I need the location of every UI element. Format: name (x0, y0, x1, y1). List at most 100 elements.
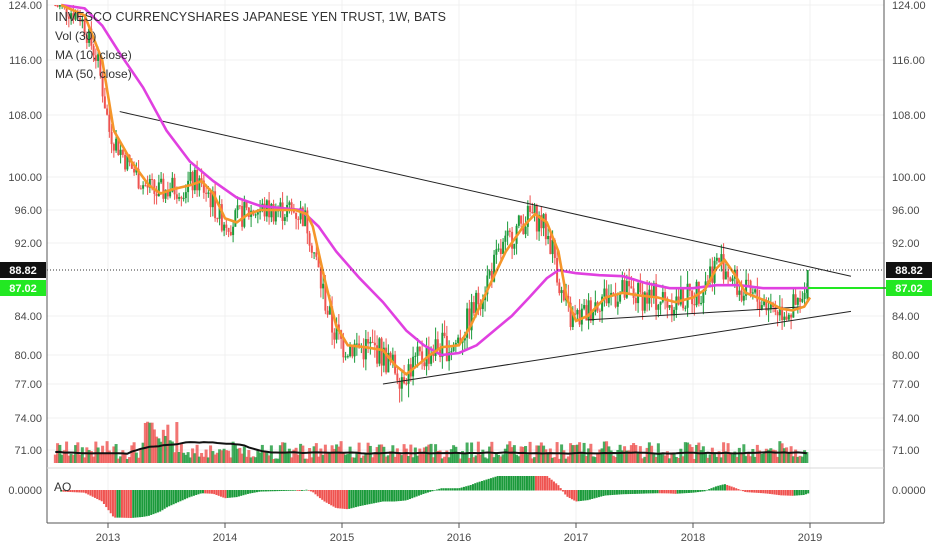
candle-body (220, 204, 223, 231)
volume-bar (74, 445, 78, 463)
ao-bar (143, 490, 146, 517)
volume-bar (787, 453, 791, 463)
candle-body (126, 155, 129, 170)
volume-bar (708, 454, 712, 463)
price-badge-text: 87.02 (9, 283, 37, 295)
candle-body (715, 257, 718, 261)
volume-bar (249, 457, 253, 463)
volume-bar (323, 444, 327, 463)
ao-bar (492, 477, 495, 491)
volume-bar (170, 441, 174, 463)
ao-bar (161, 490, 164, 511)
ao-bar (624, 490, 627, 495)
volume-bar (494, 452, 498, 463)
ao-bar (231, 490, 234, 498)
ao-bar (550, 479, 553, 491)
candle-body (792, 294, 795, 318)
volume-bar (724, 451, 728, 463)
candle-body (695, 281, 698, 306)
ao-bar (208, 490, 211, 494)
ao-bar (730, 486, 733, 491)
candle-body (493, 254, 496, 282)
volume-bar (598, 449, 602, 463)
ao-bar (91, 490, 94, 497)
candle-body (124, 154, 127, 170)
ao-bar (453, 488, 456, 491)
candle-body (90, 28, 93, 46)
ao-bar (411, 490, 414, 499)
volume-bar (670, 452, 674, 463)
candle-body (526, 206, 529, 227)
ao-bar (546, 476, 549, 491)
price-badge-text: 87.02 (895, 283, 923, 295)
ao-bar (555, 483, 558, 491)
candle-body (133, 168, 136, 173)
ao-bar (708, 489, 711, 491)
volume-bar (548, 448, 552, 463)
candle-body (637, 283, 640, 304)
ao-bar (525, 476, 528, 491)
ao-bar (352, 490, 355, 508)
volume-bar (200, 452, 204, 463)
volume-bar (436, 450, 440, 463)
ao-bar (96, 490, 99, 500)
candle-body (319, 267, 322, 289)
volume-bar (375, 447, 379, 463)
ao-bar (582, 490, 585, 501)
ao-bar (114, 490, 117, 518)
ao-bar (566, 490, 569, 497)
ao-bar (609, 490, 612, 496)
candle-body (475, 292, 478, 314)
candle-body (682, 288, 685, 309)
candle-body (423, 362, 426, 367)
candle-body (783, 316, 786, 321)
ao-bar (741, 490, 744, 492)
volume-bar (143, 422, 147, 463)
x-tick-label: 2016 (447, 532, 471, 544)
ao-bar (699, 490, 702, 492)
candle-body (657, 304, 660, 310)
volume-bar (213, 454, 217, 463)
volume-bar (71, 454, 75, 463)
volume-bar (159, 441, 163, 463)
ao-bar (717, 485, 720, 491)
ao-bar (201, 490, 204, 494)
ao-bar (262, 490, 265, 492)
volume-bar (197, 456, 201, 463)
ao-bar (199, 490, 202, 494)
volume-bar (776, 456, 780, 463)
ao-bar (390, 490, 393, 502)
volume-bar (130, 445, 134, 463)
candle-body (148, 178, 151, 188)
candle-body (520, 215, 523, 224)
ao-bar (757, 490, 760, 493)
volume-bar (123, 453, 127, 463)
ao-bar (656, 490, 659, 494)
y-tick-label-left: 124.00 (8, 0, 42, 12)
ma10-line (60, 3, 812, 376)
volume-bar (690, 447, 694, 463)
candle-body (103, 96, 106, 109)
y-tick-label-right: 100.00 (892, 172, 926, 184)
volume-bar (101, 445, 105, 463)
volume-bar (186, 452, 190, 463)
ao-bar (197, 490, 200, 495)
ao-bar (798, 490, 801, 496)
ao-bar (102, 490, 105, 504)
candle-body (180, 197, 183, 199)
ao-bar (793, 490, 796, 496)
volume-bar (382, 446, 386, 463)
candle-body (382, 347, 385, 366)
candle-body (634, 297, 637, 304)
candle-body (598, 310, 601, 312)
candle-body (306, 210, 309, 234)
volume-bar (431, 457, 435, 463)
volume-bar (413, 447, 417, 463)
ao-bar (660, 490, 663, 494)
ao-bar (341, 490, 344, 509)
ao-bar (606, 490, 609, 496)
ao-bar (723, 484, 726, 491)
volume-bar (87, 450, 91, 463)
candle-body (247, 207, 250, 217)
